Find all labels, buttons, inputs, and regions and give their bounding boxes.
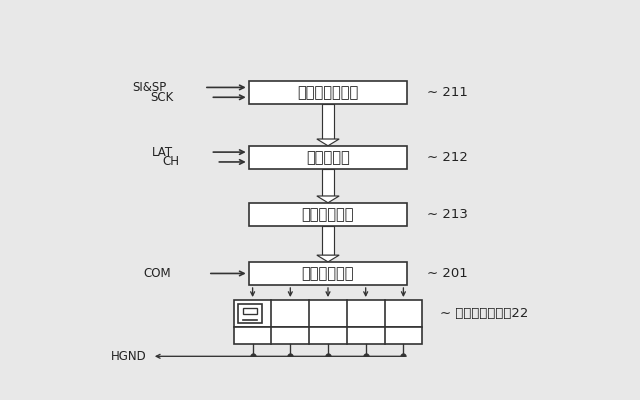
Polygon shape (317, 255, 339, 262)
Text: SCK: SCK (150, 91, 173, 104)
Text: レベルシフタ: レベルシフタ (301, 207, 355, 222)
Polygon shape (317, 139, 339, 146)
Bar (322, 104, 334, 139)
Text: ∼ 212: ∼ 212 (428, 151, 468, 164)
Bar (237, 304, 262, 323)
Text: CH: CH (162, 156, 179, 168)
Bar (243, 308, 257, 314)
Bar (234, 300, 422, 327)
Bar (248, 203, 407, 226)
Bar (248, 146, 407, 169)
Text: LAT: LAT (152, 146, 173, 159)
Text: ∼ 213: ∼ 213 (428, 208, 468, 221)
Text: シフトレジスタ: シフトレジスタ (298, 85, 358, 100)
Bar (248, 262, 407, 285)
Text: SI&SP: SI&SP (132, 81, 167, 94)
Text: 選択スイッチ: 選択スイッチ (301, 266, 355, 281)
Text: ∼ 211: ∼ 211 (428, 86, 468, 99)
Bar (248, 81, 407, 104)
Text: COM: COM (143, 267, 171, 280)
Text: ∼ アクチュエータ22: ∼ アクチュエータ22 (440, 307, 528, 320)
Bar (322, 226, 334, 255)
Text: ラッチ回路: ラッチ回路 (306, 150, 350, 165)
Polygon shape (317, 196, 339, 203)
Text: ∼ 201: ∼ 201 (428, 267, 468, 280)
Bar (234, 327, 422, 344)
Bar (322, 169, 334, 196)
Text: HGND: HGND (111, 350, 147, 363)
